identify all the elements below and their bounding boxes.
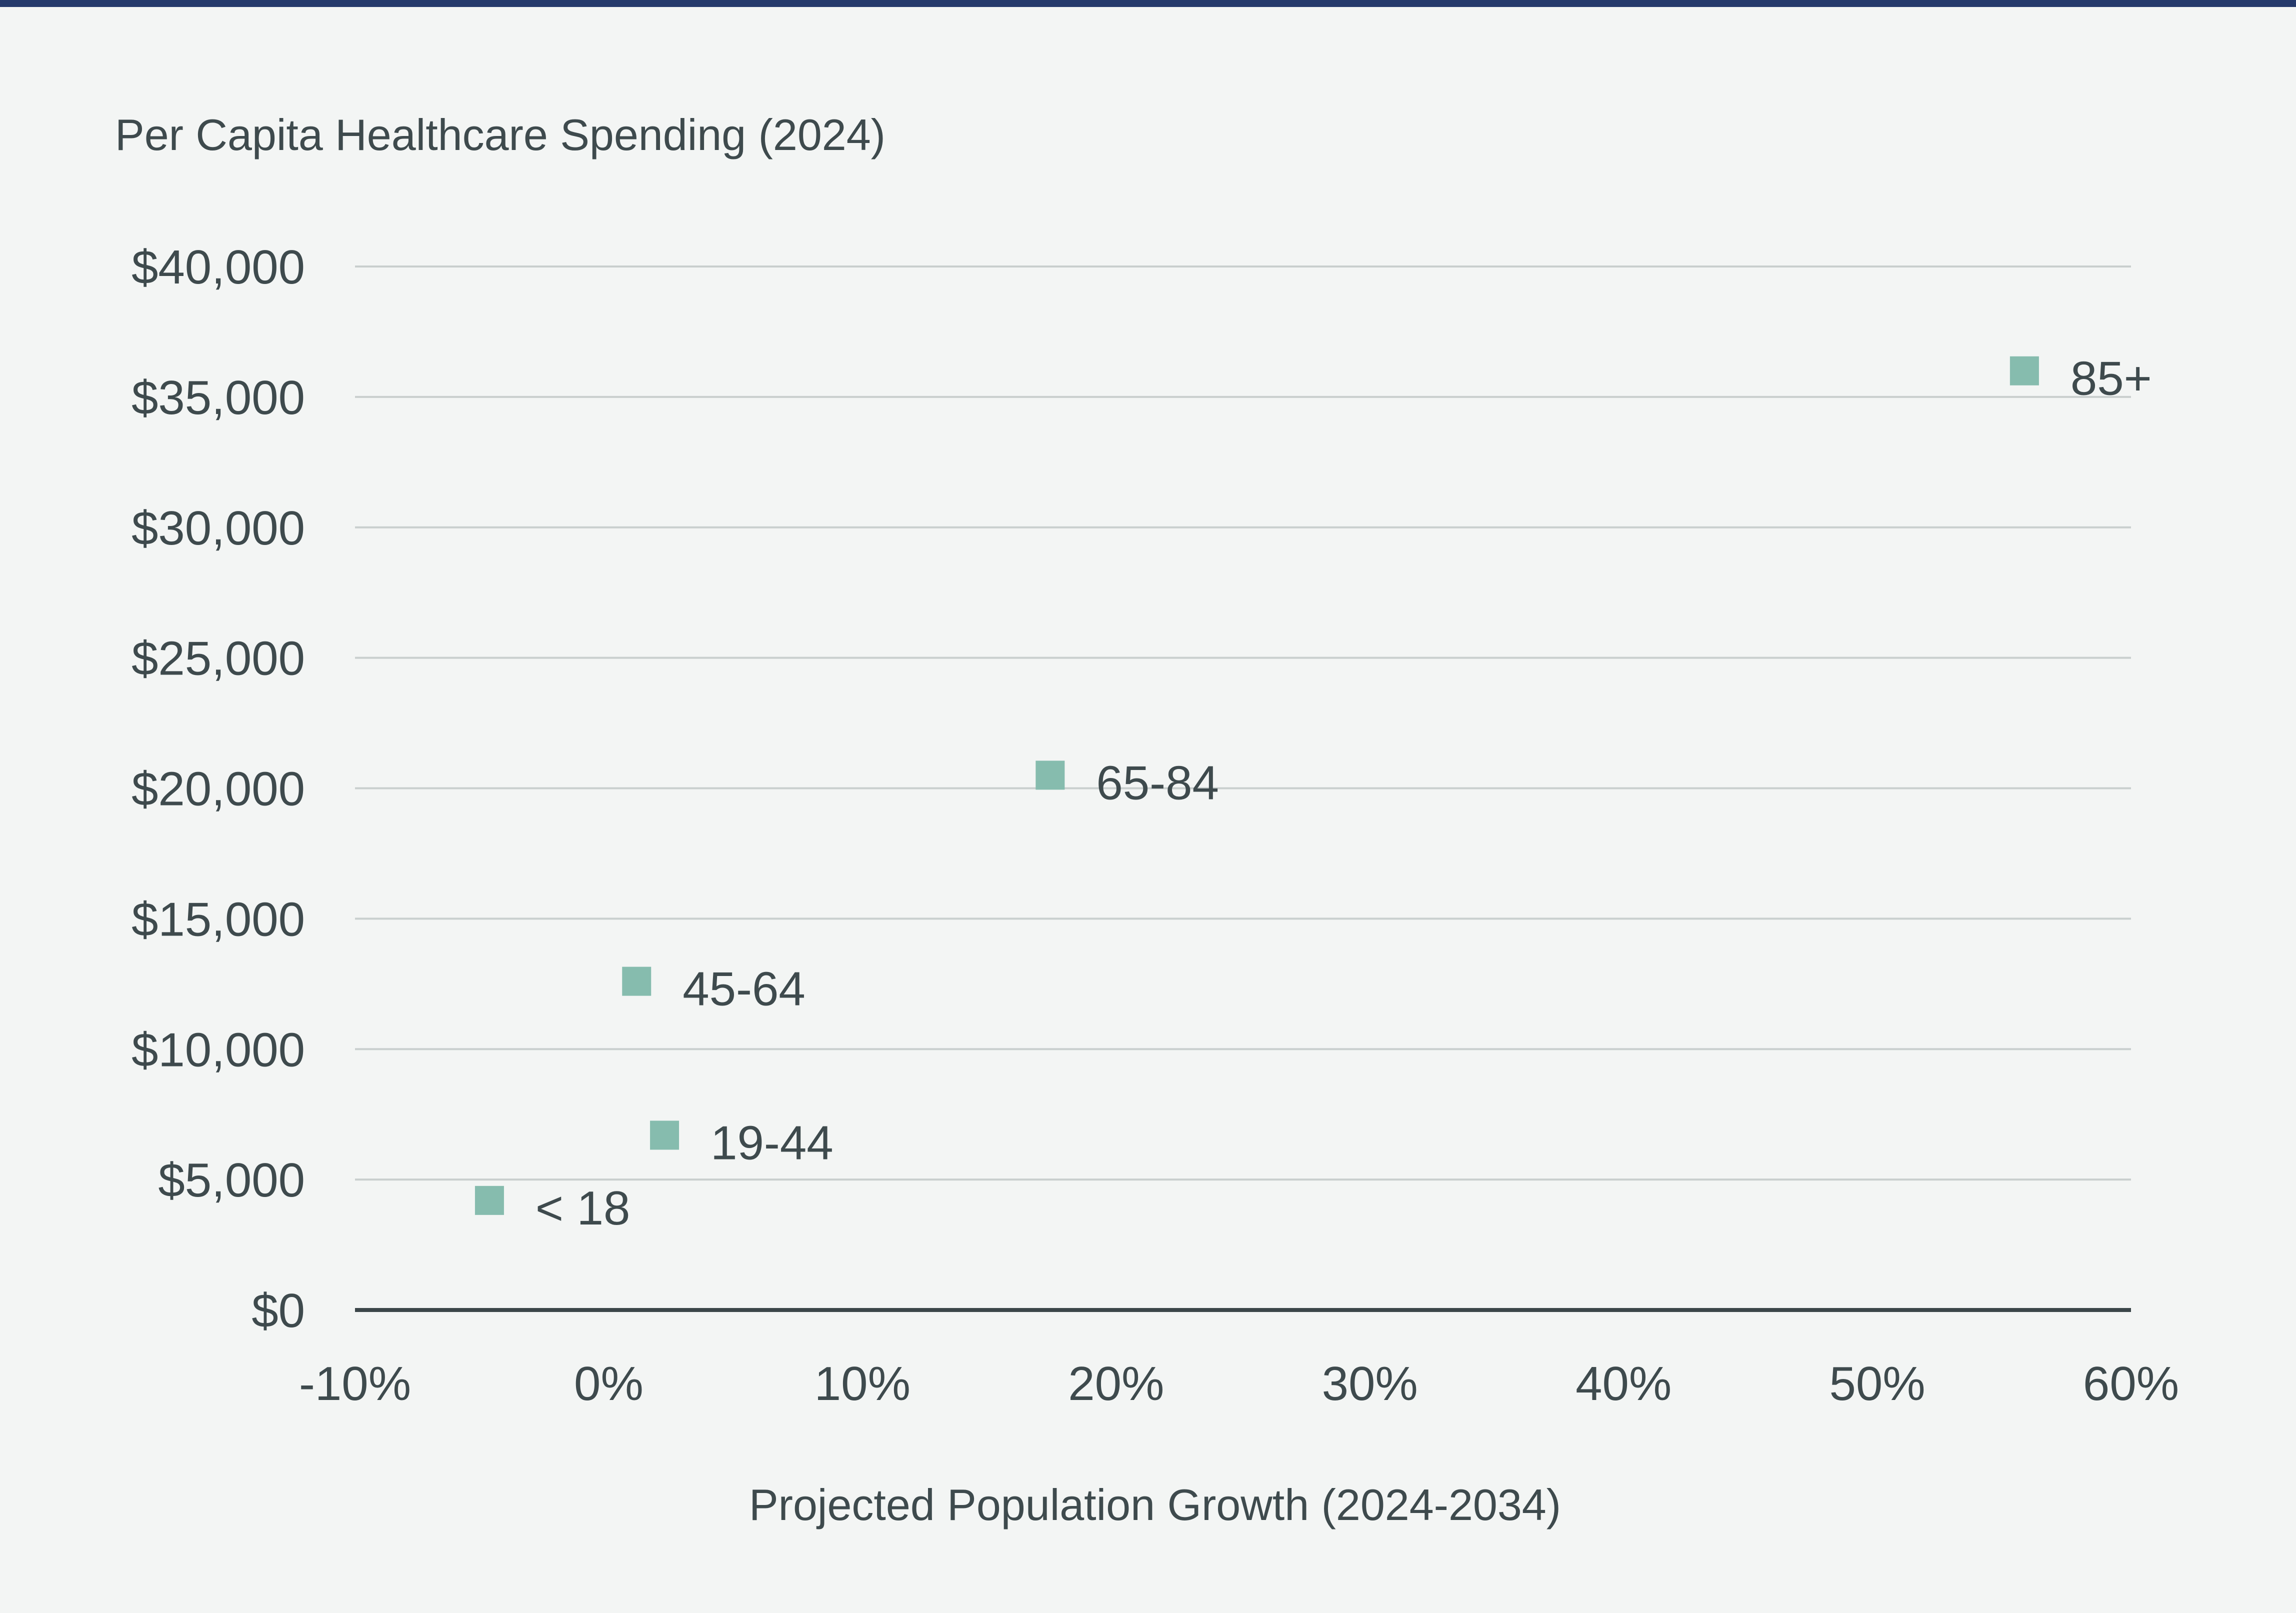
x-tick-label: 50% xyxy=(1830,1357,1926,1410)
data-point-marker xyxy=(2010,356,2039,386)
data-point-label: 65-84 xyxy=(1096,756,1219,810)
data-point-marker xyxy=(650,1120,680,1150)
y-tick-label: $0 xyxy=(252,1284,305,1338)
data-point-label: 45-64 xyxy=(682,962,806,1016)
y-tick-label: $10,000 xyxy=(132,1023,305,1076)
y-tick-label: $5,000 xyxy=(158,1154,305,1207)
x-tick-label: -10% xyxy=(299,1357,411,1410)
tick-labels: $0 $5,000 $10,000 $15,000 $20,000 $25,000 $30,… xyxy=(132,240,2179,1410)
data-point-marker xyxy=(474,1186,504,1215)
x-tick-label: 40% xyxy=(1576,1357,1672,1410)
y-tick-label: $30,000 xyxy=(132,502,305,555)
x-tick-label: 30% xyxy=(1322,1357,1418,1410)
y-tick-label: $40,000 xyxy=(132,240,305,294)
grid-layer xyxy=(355,266,2131,1312)
y-axis-title: Per Capita Healthcare Spending (2024) xyxy=(115,110,886,160)
data-point-label: 85+ xyxy=(2070,352,2152,406)
y-tick-label: $35,000 xyxy=(132,371,305,424)
y-tick-label: $20,000 xyxy=(132,762,305,816)
x-tick-label: 0% xyxy=(574,1357,644,1410)
data-point-marker xyxy=(622,966,652,996)
x-tick-label: 20% xyxy=(1068,1357,1164,1410)
y-tick-label: $25,000 xyxy=(132,632,305,686)
y-tick-label: $15,000 xyxy=(132,892,305,946)
top-accent-rule xyxy=(0,0,2296,7)
data-point-label: 19-44 xyxy=(710,1116,834,1170)
x-tick-label: 60% xyxy=(2083,1357,2179,1410)
x-tick-label: 10% xyxy=(814,1357,910,1410)
x-axis-title: Projected Population Growth (2024-2034) xyxy=(749,1480,1561,1530)
data-point-marker xyxy=(1036,760,1065,790)
data-point-label: < 18 xyxy=(536,1182,630,1235)
data-points: < 18 19-44 45-64 65-84 85+ xyxy=(474,352,2152,1235)
